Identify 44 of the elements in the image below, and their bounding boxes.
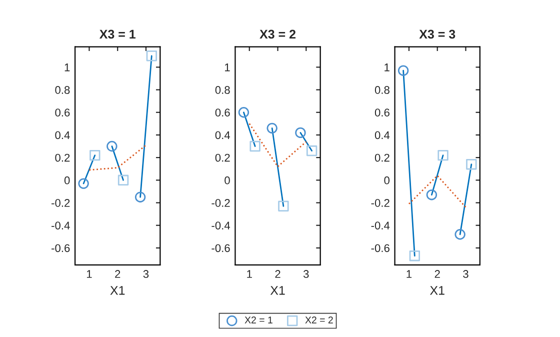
x-axis-title: X1 [430,286,444,295]
y-tick-label: 0 [224,176,230,184]
x-tick-label: 2 [115,270,120,278]
y-tick-label: 1 [225,64,230,72]
y-tick-label: 1 [384,64,390,72]
x-tick-label: 3 [143,270,149,278]
legend-label: X2 = 2 [305,316,333,324]
x-tick-label: 1 [406,270,412,278]
y-tick-label: 0.6 [55,108,70,117]
x-tick-label: 2 [275,270,280,278]
y-tick-label: 0.6 [215,108,230,117]
chart-title: X3 = 2 [260,30,296,39]
x-axis-title: X1 [270,286,285,295]
y-tick-label: 0.2 [55,154,70,162]
x-tick-label: 1 [247,270,252,278]
y-tick-label: 0 [384,176,390,184]
x-tick-label: 3 [303,270,309,278]
y-tick-label: -0.6 [212,244,230,252]
y-tick-label: 0.8 [215,86,230,94]
y-tick-label: 0.4 [374,131,390,140]
y-tick-label: 1 [64,64,70,72]
y-tick-label: 0.8 [55,86,70,94]
chart-title: X3 = 3 [419,30,456,39]
y-tick-label: -0.6 [52,244,70,252]
y-tick-label: -0.4 [371,222,390,230]
y-tick-label: 0.8 [374,86,390,94]
x-tick-label: 3 [463,270,468,278]
legend-label: X2 = 1 [244,316,272,324]
x-axis-title: X1 [110,286,125,295]
y-tick-label: 0.2 [374,154,390,162]
y-tick-label: -0.4 [212,222,230,230]
x-tick-label: 2 [434,270,440,278]
y-tick-label: -0.2 [371,199,390,207]
y-tick-label: 0.4 [55,131,70,140]
y-tick-label: -0.2 [52,199,70,207]
y-tick-label: -0.2 [212,199,230,207]
x-tick-label: 1 [86,270,92,278]
chart-title: X3 = 1 [99,30,136,39]
y-tick-label: -0.4 [52,222,70,230]
y-tick-label: 0 [64,176,70,184]
y-tick-label: -0.6 [371,244,390,252]
y-tick-label: 0.2 [215,154,230,162]
y-tick-label: 0.6 [374,108,390,117]
y-tick-label: 0.4 [215,131,230,140]
